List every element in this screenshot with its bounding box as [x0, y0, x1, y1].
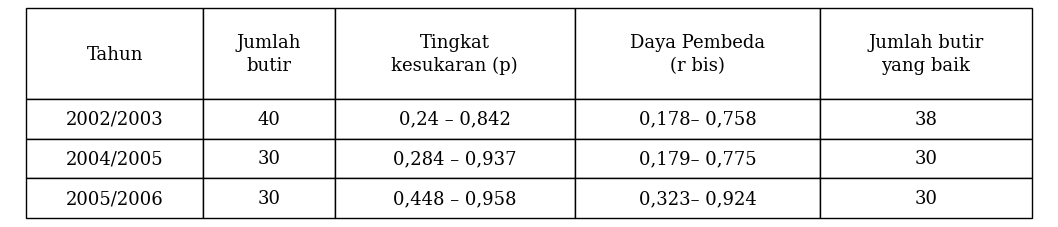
Text: 2005/2006: 2005/2006 [66, 189, 164, 207]
Text: 30: 30 [258, 189, 280, 207]
Text: 30: 30 [914, 150, 937, 168]
Bar [26, 100, 203, 139]
Text: 2004/2005: 2004/2005 [67, 150, 164, 168]
Text: 0,323– 0,924: 0,323– 0,924 [639, 189, 756, 207]
Text: Tingkat
kesukaran (p): Tingkat kesukaran (p) [391, 34, 518, 74]
Text: 0,179– 0,775: 0,179– 0,775 [639, 150, 756, 168]
Bar [574, 139, 820, 178]
Bar [820, 100, 1032, 139]
Text: Tahun: Tahun [87, 45, 143, 63]
Bar [26, 9, 203, 100]
Bar [574, 100, 820, 139]
Text: 38: 38 [914, 110, 937, 128]
Text: 0,284 – 0,937: 0,284 – 0,937 [393, 150, 516, 168]
Text: Jumlah
butir: Jumlah butir [237, 34, 302, 74]
Bar [334, 178, 574, 218]
Bar [203, 178, 334, 218]
Bar [26, 178, 203, 218]
Bar [26, 139, 203, 178]
Bar [820, 9, 1032, 100]
Text: 30: 30 [914, 189, 937, 207]
Text: 30: 30 [258, 150, 280, 168]
Text: 2002/2003: 2002/2003 [66, 110, 164, 128]
Bar [334, 100, 574, 139]
Bar [334, 139, 574, 178]
Text: 0,448 – 0,958: 0,448 – 0,958 [393, 189, 516, 207]
Text: Jumlah butir
yang baik: Jumlah butir yang baik [869, 34, 984, 74]
Bar [820, 178, 1032, 218]
Bar [820, 139, 1032, 178]
Text: 0,178– 0,758: 0,178– 0,758 [639, 110, 756, 128]
Bar [203, 100, 334, 139]
Text: 40: 40 [258, 110, 280, 128]
Bar [334, 9, 574, 100]
Text: Daya Pembeda
(r bis): Daya Pembeda (r bis) [630, 34, 765, 74]
Bar [574, 9, 820, 100]
Bar [203, 9, 334, 100]
Text: 0,24 – 0,842: 0,24 – 0,842 [399, 110, 511, 128]
Bar [203, 139, 334, 178]
Bar [574, 178, 820, 218]
